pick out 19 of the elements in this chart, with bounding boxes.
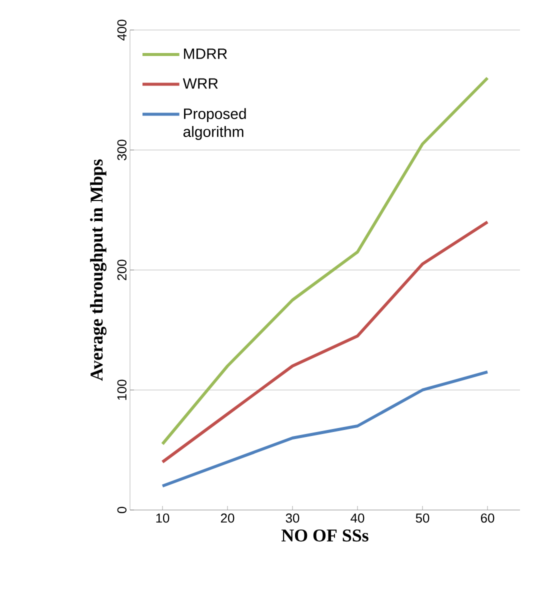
x-tick-label: 30 <box>286 514 300 523</box>
x-tick-label: 40 <box>350 514 364 523</box>
legend-label: Proposed algorithm <box>183 108 246 140</box>
y-tick-label: 300 <box>117 140 126 160</box>
line-series <box>161 76 489 446</box>
y-axis-title: Average throughput in Mbps <box>90 159 106 381</box>
x-tick-label: 60 <box>480 514 494 523</box>
x-tick-label: 20 <box>220 514 234 523</box>
x-axis-title: NO OF SSs <box>282 530 368 542</box>
line-series <box>161 370 489 488</box>
y-tick-label: 100 <box>117 380 126 400</box>
y-tick-label: 200 <box>117 260 126 280</box>
y-tick-label: 400 <box>117 20 126 40</box>
line-series <box>161 220 489 464</box>
legend-label: WRR <box>182 78 218 89</box>
y-tick-label: 0 <box>117 506 126 514</box>
x-tick-label: 10 <box>156 514 170 523</box>
x-tick-label: 50 <box>416 514 430 523</box>
legend-label: MDRR <box>184 48 227 59</box>
